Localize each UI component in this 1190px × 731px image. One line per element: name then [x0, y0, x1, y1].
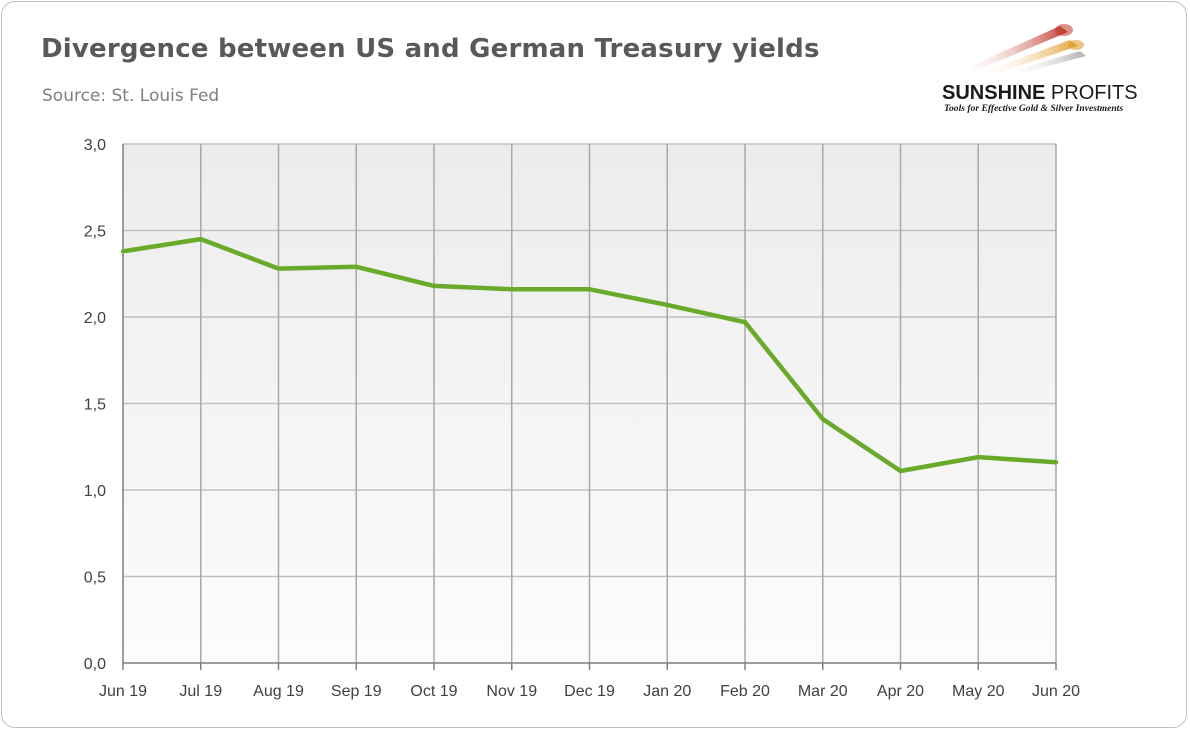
data-point [276, 266, 281, 271]
x-tick-labels: Jun 19 Jul 19 Aug 19 Sep 19 Oct 19 Nov 19 Dec … [99, 683, 1080, 700]
y-tick-label: 3,0 [84, 137, 106, 154]
data-point [587, 287, 592, 292]
data-point [820, 416, 825, 422]
y-tick-label: 0,0 [84, 656, 106, 673]
x-tick-label: Jun 20 [1032, 683, 1080, 700]
data-point [431, 283, 437, 289]
y-tick-label: 1,0 [84, 483, 106, 500]
series [120, 236, 1059, 474]
x-tick-label: Aug 19 [253, 683, 304, 700]
logo-wordmark: SUNSHINE PROFITS [942, 82, 1138, 104]
data-point [198, 236, 203, 242]
x-tick-label: Apr 20 [877, 683, 924, 700]
y-tick-label: 0,5 [84, 570, 106, 587]
data-point [509, 287, 514, 292]
sunshine-profits-logo-icon [955, 24, 1086, 73]
chart-title: Divergence between US and German Treasur… [41, 34, 820, 64]
x-tick-label: Nov 19 [486, 683, 537, 700]
x-tick-label: Jun 19 [99, 683, 147, 700]
x-tick-label: Jan 20 [643, 683, 691, 700]
y-tick-label: 1,5 [84, 397, 106, 414]
gridlines [123, 143, 1057, 663]
axes [122, 144, 1057, 670]
data-point [898, 468, 903, 474]
chart-source: Source: St. Louis Fed [42, 86, 220, 106]
data-point [354, 264, 359, 270]
data-point [1053, 460, 1059, 465]
logo-tagline: Tools for Effective Gold & Silver Invest… [944, 103, 1124, 114]
x-tick-label: May 20 [952, 683, 1005, 700]
data-point [120, 249, 126, 254]
data-point [976, 454, 981, 460]
data-point [742, 319, 748, 325]
x-tick-label: Sep 19 [331, 683, 382, 700]
x-tick-label: Jul 19 [179, 683, 222, 700]
y-tick-label: 2,0 [84, 310, 106, 327]
data-point [665, 302, 670, 308]
x-tick-label: Mar 20 [798, 683, 848, 700]
x-tick-label: Feb 20 [720, 683, 770, 700]
y-tick-labels: 0,0 0,5 1,0 1,5 2,0 2,5 3,0 [84, 137, 106, 673]
x-tick-label: Dec 19 [564, 683, 615, 700]
x-tick-label: Oct 19 [410, 683, 457, 700]
y-tick-label: 2,5 [84, 224, 106, 241]
